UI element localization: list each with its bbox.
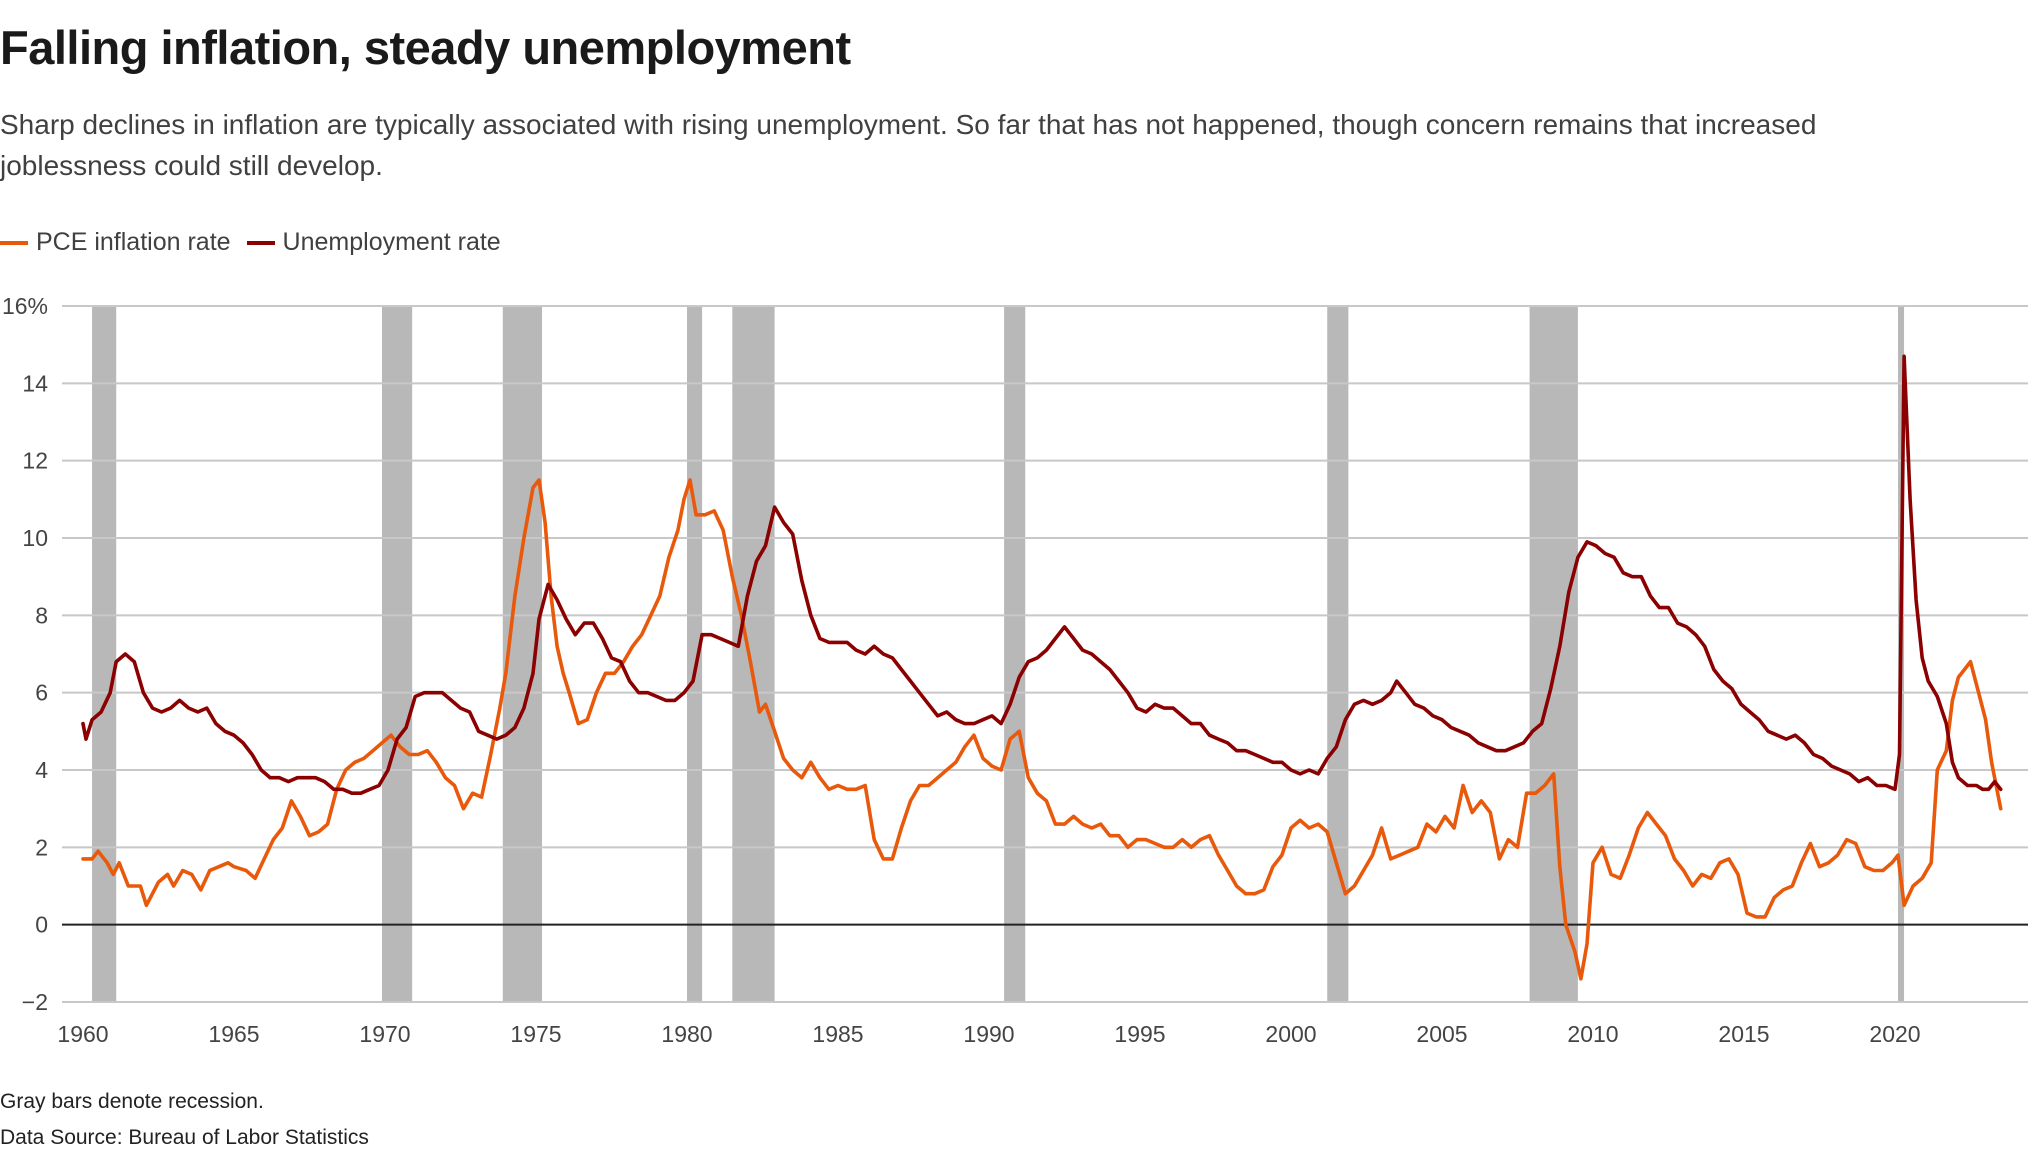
x-tick-label: 1990: [963, 1021, 1014, 1047]
gridlines: [62, 305, 2028, 1003]
x-tick-label: 1980: [661, 1021, 712, 1047]
recession-bar: [1529, 306, 1578, 1002]
legend-swatch-inflation: [0, 240, 28, 245]
x-tick-label: 2020: [1869, 1021, 1920, 1047]
series-line-inflation: [81, 478, 2003, 981]
y-tick-label: 12: [22, 448, 48, 474]
y-tick-label: 14: [22, 370, 48, 396]
recession-bar: [1004, 306, 1026, 1002]
y-axis-ticks: −2 0 2 4 6 8 10 12 14 16%: [2, 293, 48, 1015]
y-tick-label: 8: [35, 602, 48, 628]
recession-bar: [381, 306, 413, 1002]
footer-source: Data Source: Bureau of Labor Statistics: [0, 1126, 369, 1149]
y-tick-label: 2: [35, 834, 48, 860]
x-tick-label: 2005: [1416, 1021, 1467, 1047]
recession-bar: [1327, 306, 1349, 1002]
footer-note: Gray bars denote recession.: [0, 1090, 264, 1113]
x-tick-label: 2010: [1567, 1021, 1618, 1047]
x-tick-label: 1975: [510, 1021, 561, 1047]
legend-item-inflation: PCE inflation rate: [0, 228, 231, 257]
y-tick-label: −2: [22, 989, 48, 1015]
x-tick-label: 2015: [1718, 1021, 1769, 1047]
recession-bar: [732, 306, 775, 1002]
x-tick-label: 1995: [1114, 1021, 1165, 1047]
y-tick-label: 0: [35, 912, 48, 938]
x-tick-label: 1970: [359, 1021, 410, 1047]
x-tick-label: 1985: [812, 1021, 863, 1047]
x-tick-label: 1965: [208, 1021, 259, 1047]
x-tick-label: 2000: [1265, 1021, 1316, 1047]
legend: PCE inflation rate Unemployment rate: [0, 228, 517, 257]
x-tick-label: 1960: [57, 1021, 108, 1047]
chart-subtitle: Sharp declines in inflation are typicall…: [0, 109, 1817, 181]
recession-bars: [92, 306, 1905, 1002]
series-line-unemployment: [81, 354, 2003, 795]
series-lines: [81, 354, 2003, 981]
line-chart: −2 0 2 4 6 8 10 12 14 16% 1960 1965 1970 1975 1980 198…: [2, 293, 2028, 1047]
legend-label-unemployment: Unemployment rate: [282, 228, 501, 256]
legend-item-unemployment: Unemployment rate: [246, 228, 501, 257]
y-tick-label: 4: [35, 757, 48, 783]
legend-swatch-unemployment: [246, 240, 275, 245]
y-tick-label: 6: [35, 680, 48, 706]
y-tick-label: 10: [22, 525, 48, 551]
y-tick-label: 16%: [2, 293, 48, 319]
chart-title: Falling inflation, steady unemployment: [0, 21, 851, 74]
recession-bar: [92, 306, 117, 1002]
x-axis-ticks: 1960 1965 1970 1975 1980 1985 1990 1995 2000 2005…: [57, 1021, 1920, 1047]
legend-label-inflation: PCE inflation rate: [36, 228, 231, 256]
